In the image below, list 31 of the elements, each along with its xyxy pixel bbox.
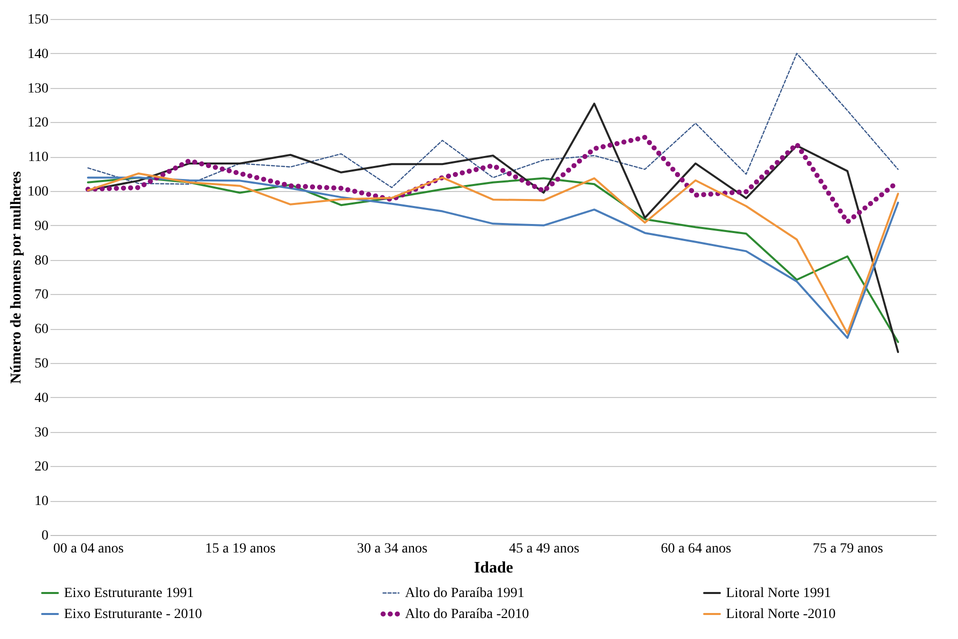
y-tick-label: 120 [28,116,48,131]
y-tick-label: 80 [34,253,48,268]
y-tick-label: 110 [28,150,48,166]
legend-label: Litoral Norte -2010 [726,607,836,622]
legend-label: Alto do Paraíba 1991 [405,586,524,601]
y-tick-label: 140 [28,46,48,62]
y-tick-label: 30 [34,425,48,440]
x-axis-title: Idade [474,560,514,576]
y-axis-title: Número de homens por mulheres [8,171,24,384]
y-tick-label: 10 [34,494,48,510]
y-tick-label: 100 [28,184,48,200]
y-tick-label: 0 [42,528,48,544]
y-tick-label: 70 [34,288,48,303]
line-series [87,52,899,188]
y-tick-label: 60 [34,322,48,338]
legend-label: Eixo Estruturante 1991 [64,586,194,601]
legend-label: Alto do Paraíba -2010 [405,607,530,622]
legend-label: Litoral Norte 1991 [726,586,831,601]
y-tick-label: 20 [34,460,48,475]
x-tick-label: 60 a 64 anos [660,542,732,556]
y-tick-label: 50 [34,356,48,372]
y-tick-label: 150 [28,12,48,28]
x-tick-label: 30 a 34 anos [357,542,428,556]
x-tick-label: 45 a 49 anos [508,542,580,556]
y-tick-label: 130 [28,81,48,96]
x-tick-label: 15 a 19 anos [205,542,276,556]
x-tick-label: 00 a 04 anos [53,542,124,556]
y-tick-label: 40 [34,390,48,406]
x-tick-label: 75 a 79 anos [812,542,884,556]
legend-label: Eixo Estruturante - 2010 [64,607,202,622]
y-tick-label: 90 [34,218,48,234]
